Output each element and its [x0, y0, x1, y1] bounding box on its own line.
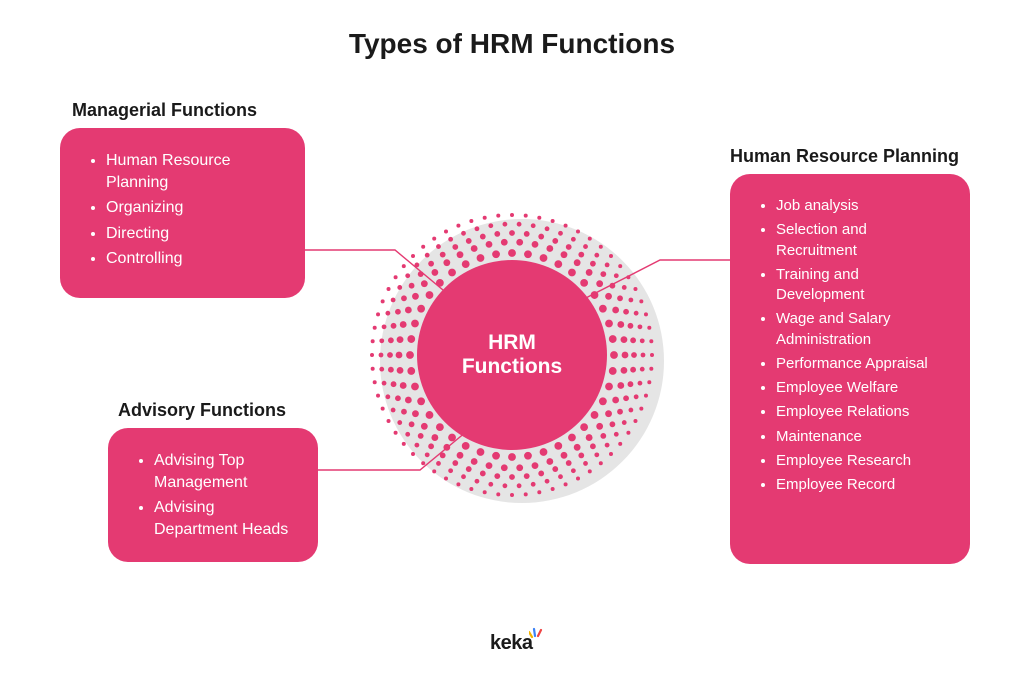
list-item: Organizing: [106, 197, 283, 219]
page-title: Types of HRM Functions: [0, 28, 1024, 60]
list-item: Performance Appraisal: [776, 354, 948, 374]
hub-label-line2: Functions: [462, 355, 562, 379]
list-item: Employee Relations: [776, 402, 948, 422]
hub-circle: HRM Functions: [417, 260, 607, 450]
list-item: Employee Research: [776, 451, 948, 471]
card-title-hrp: Human Resource Planning: [730, 146, 959, 167]
brand-logo-rays-icon: [529, 626, 543, 640]
card-managerial: Human Resource Planning Organizing Directi…: [60, 128, 305, 298]
list-item: Maintenance: [776, 427, 948, 447]
card-advisory: Advising Top ManagementAdvising Departme…: [108, 428, 318, 562]
list-item: Directing: [106, 223, 283, 245]
hub-label-line1: HRM: [462, 331, 562, 355]
list-item: Employee Record: [776, 475, 948, 495]
brand-logo-text: keka: [490, 632, 533, 654]
list-item: Selection and Recruitment: [776, 220, 948, 261]
brand-logo: keka: [490, 632, 533, 655]
list-item: Training and Development: [776, 265, 948, 306]
card-hrp-list: Job analysis Selection and RecruitmentTra…: [754, 196, 948, 495]
list-item: Human Resource Planning: [106, 150, 283, 193]
list-item: Controlling: [106, 248, 283, 270]
card-managerial-list: Human Resource Planning Organizing Directi…: [84, 150, 283, 270]
list-item: Employee Welfare: [776, 378, 948, 398]
list-item: Job analysis: [776, 196, 948, 216]
list-item: Advising Department Heads: [154, 497, 296, 540]
list-item: Wage and Salary Administration: [776, 309, 948, 350]
hub-label: HRM Functions: [462, 331, 562, 379]
card-title-advisory: Advisory Functions: [118, 400, 286, 421]
diagram-canvas: Types of HRM Functions HRM Functions Man…: [0, 0, 1024, 684]
list-item: Advising Top Management: [154, 450, 296, 493]
card-hrp: Job analysis Selection and RecruitmentTra…: [730, 174, 970, 564]
card-advisory-list: Advising Top ManagementAdvising Departme…: [132, 450, 296, 540]
card-title-managerial: Managerial Functions: [72, 100, 257, 121]
